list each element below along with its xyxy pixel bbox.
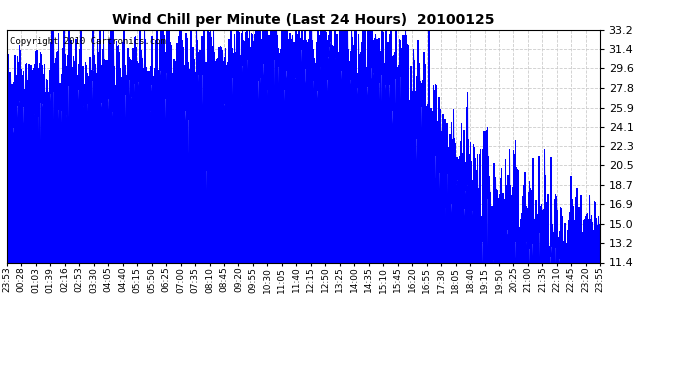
Title: Wind Chill per Minute (Last 24 Hours)  20100125: Wind Chill per Minute (Last 24 Hours) 20… [112,13,495,27]
Text: Copyright 2010 Cartronics.com: Copyright 2010 Cartronics.com [10,37,166,46]
